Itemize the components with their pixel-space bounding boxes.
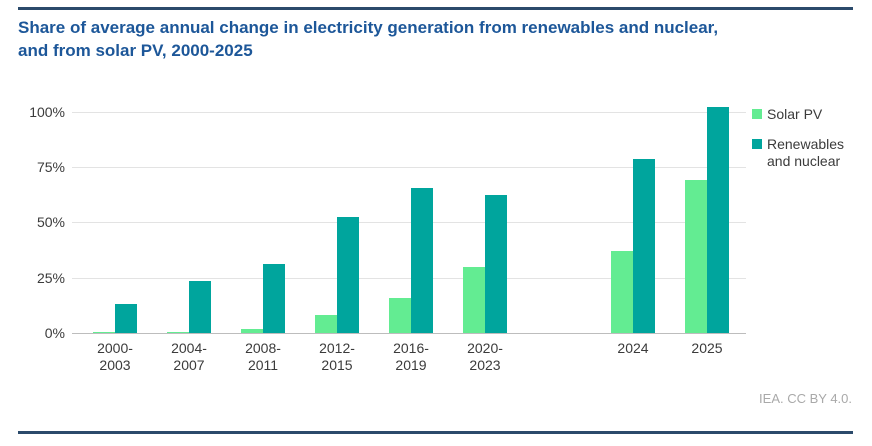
bar-renewables-and-nuclear-2012--2015[interactable] [337,216,359,333]
y-tick-label-100: 100% [29,103,65,120]
legend-label: Renewables and nuclear [767,136,845,169]
renewables-nuclear-swatch [752,139,762,149]
y-tick-label-75: 75% [36,159,65,176]
x-tick-label-2012--2015: 2012- 2015 [319,340,355,373]
gridline-25 [72,277,746,279]
y-tick-label-0: 0% [44,325,65,341]
bar-solar-pv-2024[interactable] [611,251,633,333]
solar-pv-swatch [752,109,762,119]
bar-renewables-and-nuclear-2004--2007[interactable] [189,280,211,333]
bar-renewables-and-nuclear-2020--2023[interactable] [485,194,507,333]
x-tick-label-2025: 2025 [691,340,723,356]
bar-solar-pv-2016--2019[interactable] [389,297,411,333]
bar-renewables-and-nuclear-2008--2011[interactable] [263,264,285,333]
bar-solar-pv-2020--2023[interactable] [463,266,485,333]
chart-title: Share of average annual change in electr… [18,18,719,60]
attribution: IEA. CC BY 4.0. [759,391,852,406]
bar-solar-pv-2025[interactable] [685,180,707,333]
bar-renewables-and-nuclear-2000--2003[interactable] [115,304,137,333]
y-tick-label-25: 25% [36,269,65,286]
bar-solar-pv-2008--2011[interactable] [241,328,263,333]
legend-item-solar-pv[interactable]: Solar PV [752,106,862,123]
gridline-0 [72,333,746,334]
bar-solar-pv-2000--2003[interactable] [93,331,115,333]
x-tick-label-2000--2003: 2000- 2003 [97,340,133,373]
x-tick-label-2024: 2024 [617,340,649,356]
gridline-75 [72,167,746,169]
bar-renewables-and-nuclear-2025[interactable] [707,107,729,333]
top-divider [18,7,853,10]
x-tick-label-2020--2023: 2020- 2023 [467,340,503,373]
x-tick-label-2016--2019: 2016- 2019 [393,340,429,373]
bottom-divider [18,431,853,434]
bar-solar-pv-2012--2015[interactable] [315,315,337,333]
x-tick-label-2004--2007: 2004- 2007 [171,340,207,373]
legend: Solar PV Renewables and nuclear [752,106,862,183]
bar-renewables-and-nuclear-2016--2019[interactable] [411,188,433,333]
bar-renewables-and-nuclear-2024[interactable] [633,159,655,333]
gridline-50 [72,222,746,224]
bar-solar-pv-2004--2007[interactable] [167,332,189,333]
legend-item-renewables-nuclear[interactable]: Renewables and nuclear [752,136,862,170]
legend-label: Solar PV [767,106,823,122]
x-tick-label-2008--2011: 2008- 2011 [245,340,281,373]
y-tick-label-50: 50% [36,214,65,231]
gridline-100 [72,111,746,113]
